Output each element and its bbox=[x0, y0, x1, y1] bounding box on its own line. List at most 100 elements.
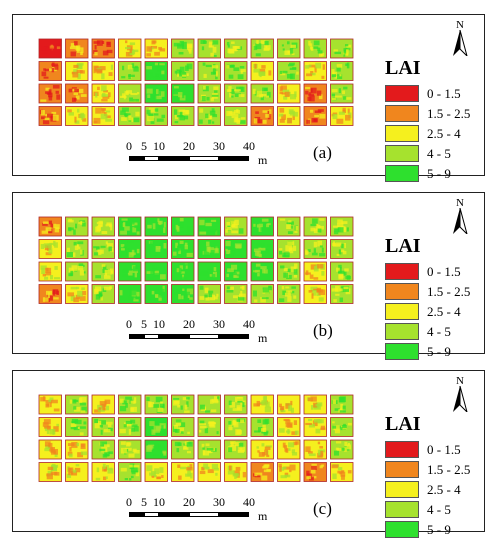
field-plot bbox=[144, 38, 168, 59]
field-plot bbox=[303, 83, 327, 104]
legend-swatch bbox=[385, 145, 419, 162]
scale-segment bbox=[219, 512, 249, 517]
field-plot bbox=[224, 284, 248, 304]
scale-tick-label: 30 bbox=[213, 139, 225, 153]
scale-segment bbox=[144, 512, 159, 517]
panel-label: (a) bbox=[313, 143, 332, 162]
scale-unit: m bbox=[258, 509, 268, 523]
field-plot bbox=[171, 417, 195, 437]
scale-segment bbox=[219, 156, 249, 161]
field-plot bbox=[38, 417, 62, 437]
field-plot bbox=[303, 462, 327, 482]
field-plot bbox=[65, 261, 89, 282]
field-plot bbox=[224, 38, 248, 59]
legend-label: 1.5 - 2.5 bbox=[427, 106, 471, 121]
legend-swatch bbox=[385, 441, 419, 458]
legend-label: 2.5 - 4 bbox=[427, 304, 461, 319]
field-plot bbox=[250, 261, 274, 282]
field-plot bbox=[65, 284, 89, 304]
legend-label: 0 - 1.5 bbox=[427, 264, 461, 279]
field-plot bbox=[38, 106, 62, 126]
scale-segment bbox=[159, 334, 189, 339]
field-plot bbox=[144, 106, 168, 126]
field-plot bbox=[224, 439, 248, 460]
north-label: N bbox=[456, 375, 464, 387]
field-plot bbox=[144, 83, 168, 104]
north-arrow-icon bbox=[453, 386, 468, 412]
legend-swatch bbox=[385, 481, 419, 498]
field-plot bbox=[118, 239, 142, 259]
scale-tick-label: 30 bbox=[213, 317, 225, 331]
field-plot bbox=[303, 61, 327, 81]
field-plot bbox=[38, 239, 62, 259]
field-plot bbox=[224, 61, 248, 81]
field-plot bbox=[224, 261, 248, 282]
field-plot bbox=[330, 462, 354, 482]
field-plot bbox=[118, 261, 142, 282]
field-plot bbox=[65, 439, 89, 460]
field-plot bbox=[91, 462, 115, 482]
field-plot bbox=[250, 61, 274, 81]
field-plot bbox=[330, 239, 354, 259]
legend-label: 4 - 5 bbox=[427, 146, 451, 161]
scale-tick-label: 20 bbox=[183, 495, 195, 509]
field-plot bbox=[330, 38, 354, 59]
field-plot bbox=[250, 83, 274, 104]
field-plot bbox=[224, 106, 248, 126]
scale-tick-label: 20 bbox=[183, 317, 195, 331]
field-plot bbox=[65, 83, 89, 104]
legend-label: 1.5 - 2.5 bbox=[427, 462, 471, 477]
field-plot bbox=[65, 216, 89, 237]
field-plot bbox=[144, 439, 168, 460]
scale-segment bbox=[219, 334, 249, 339]
scale-tick-label: 0 bbox=[126, 317, 132, 331]
field-plot bbox=[250, 216, 274, 237]
field-plot bbox=[144, 261, 168, 282]
legend-label: 5 - 9 bbox=[427, 344, 451, 359]
field-plot bbox=[144, 216, 168, 237]
field-plot bbox=[197, 394, 221, 415]
scale-segment bbox=[189, 334, 219, 339]
scale-segment bbox=[129, 156, 144, 161]
field-plot bbox=[197, 239, 221, 259]
panel-label: (b) bbox=[313, 321, 333, 340]
legend-label: 5 - 9 bbox=[427, 522, 451, 537]
legend-label: 0 - 1.5 bbox=[427, 442, 461, 457]
legend-swatch bbox=[385, 323, 419, 340]
field-plot bbox=[144, 61, 168, 81]
legend-label: 4 - 5 bbox=[427, 324, 451, 339]
scale-segment bbox=[189, 156, 219, 161]
panel-label: (c) bbox=[313, 499, 332, 518]
field-plot bbox=[303, 439, 327, 460]
field-plot bbox=[330, 83, 354, 104]
legend-swatch bbox=[385, 105, 419, 122]
field-plot bbox=[65, 462, 89, 482]
scale-bar: 0 5 10 20 30 40 m bbox=[121, 317, 281, 347]
field-plot bbox=[330, 394, 354, 415]
field-plot bbox=[38, 261, 62, 282]
field-plots-map bbox=[38, 394, 354, 482]
field-plot bbox=[91, 394, 115, 415]
field-plot bbox=[250, 439, 274, 460]
scale-tick-label: 20 bbox=[183, 139, 195, 153]
field-plot bbox=[91, 261, 115, 282]
field-plot bbox=[91, 239, 115, 259]
legend-label: 2.5 - 4 bbox=[427, 482, 461, 497]
field-plot bbox=[277, 106, 301, 126]
field-plot bbox=[91, 106, 115, 126]
field-plot bbox=[250, 394, 274, 415]
field-plot bbox=[171, 61, 195, 81]
north-arrow-icon bbox=[453, 208, 468, 234]
field-plot bbox=[171, 83, 195, 104]
scale-tick-label: 40 bbox=[243, 495, 255, 509]
field-plot bbox=[224, 239, 248, 259]
field-plot bbox=[197, 284, 221, 304]
field-plot bbox=[277, 216, 301, 237]
field-plot bbox=[330, 61, 354, 81]
field-plot bbox=[303, 284, 327, 304]
field-plot bbox=[277, 284, 301, 304]
field-plot bbox=[171, 216, 195, 237]
